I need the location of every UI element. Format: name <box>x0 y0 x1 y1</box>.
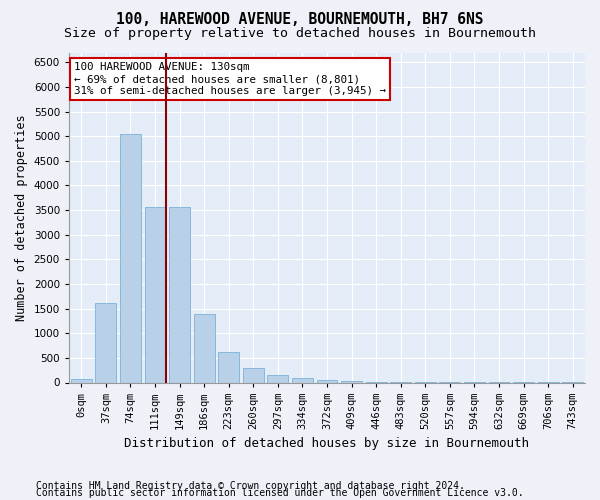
Text: Size of property relative to detached houses in Bournemouth: Size of property relative to detached ho… <box>64 28 536 40</box>
Bar <box>169 207 190 382</box>
Bar <box>145 207 166 382</box>
Bar <box>243 368 264 382</box>
Bar <box>292 378 313 382</box>
Bar <box>218 352 239 382</box>
Bar <box>341 380 362 382</box>
Bar <box>317 380 337 382</box>
Bar <box>120 134 141 382</box>
Bar <box>71 379 92 382</box>
Text: Contains public sector information licensed under the Open Government Licence v3: Contains public sector information licen… <box>36 488 524 498</box>
Text: 100 HAREWOOD AVENUE: 130sqm
← 69% of detached houses are smaller (8,801)
31% of : 100 HAREWOOD AVENUE: 130sqm ← 69% of det… <box>74 62 386 96</box>
Text: 100, HAREWOOD AVENUE, BOURNEMOUTH, BH7 6NS: 100, HAREWOOD AVENUE, BOURNEMOUTH, BH7 6… <box>116 12 484 28</box>
Y-axis label: Number of detached properties: Number of detached properties <box>15 114 28 321</box>
X-axis label: Distribution of detached houses by size in Bournemouth: Distribution of detached houses by size … <box>125 438 530 450</box>
Text: Contains HM Land Registry data © Crown copyright and database right 2024.: Contains HM Land Registry data © Crown c… <box>36 481 465 491</box>
Bar <box>95 302 116 382</box>
Bar <box>194 314 215 382</box>
Bar <box>268 376 289 382</box>
